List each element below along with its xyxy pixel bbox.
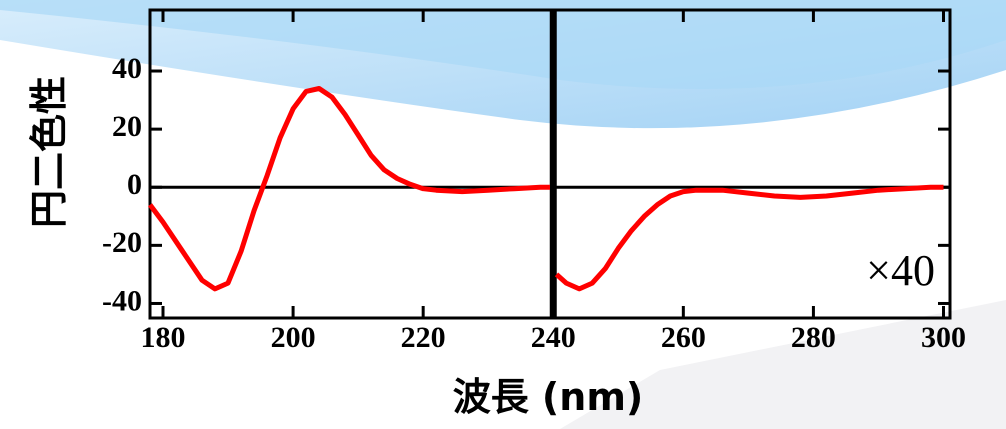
x-tick-label: 260 [661, 321, 706, 354]
x-tick-label: 220 [401, 321, 446, 354]
y-tick-label: -20 [102, 226, 142, 259]
x-axis-label: 波長 (nm) [453, 375, 644, 419]
x-tick-label: 180 [141, 321, 186, 354]
y-axis-label: 円二色性 [27, 76, 71, 228]
y-tick-label: -40 [102, 284, 142, 317]
annotation: ×40 [866, 246, 935, 295]
x-tick-label: 280 [791, 321, 836, 354]
x-tick-label: 200 [271, 321, 316, 354]
y-tick-label: 20 [112, 110, 142, 143]
x-tick-label: 300 [921, 321, 966, 354]
y-tick-label: 0 [127, 168, 142, 201]
x-tick-label: 240 [531, 321, 576, 354]
y-tick-label: 40 [112, 52, 142, 85]
chart: 波長 (nm) 円二色性 ×40 180200220240260280300-4… [0, 0, 1006, 429]
